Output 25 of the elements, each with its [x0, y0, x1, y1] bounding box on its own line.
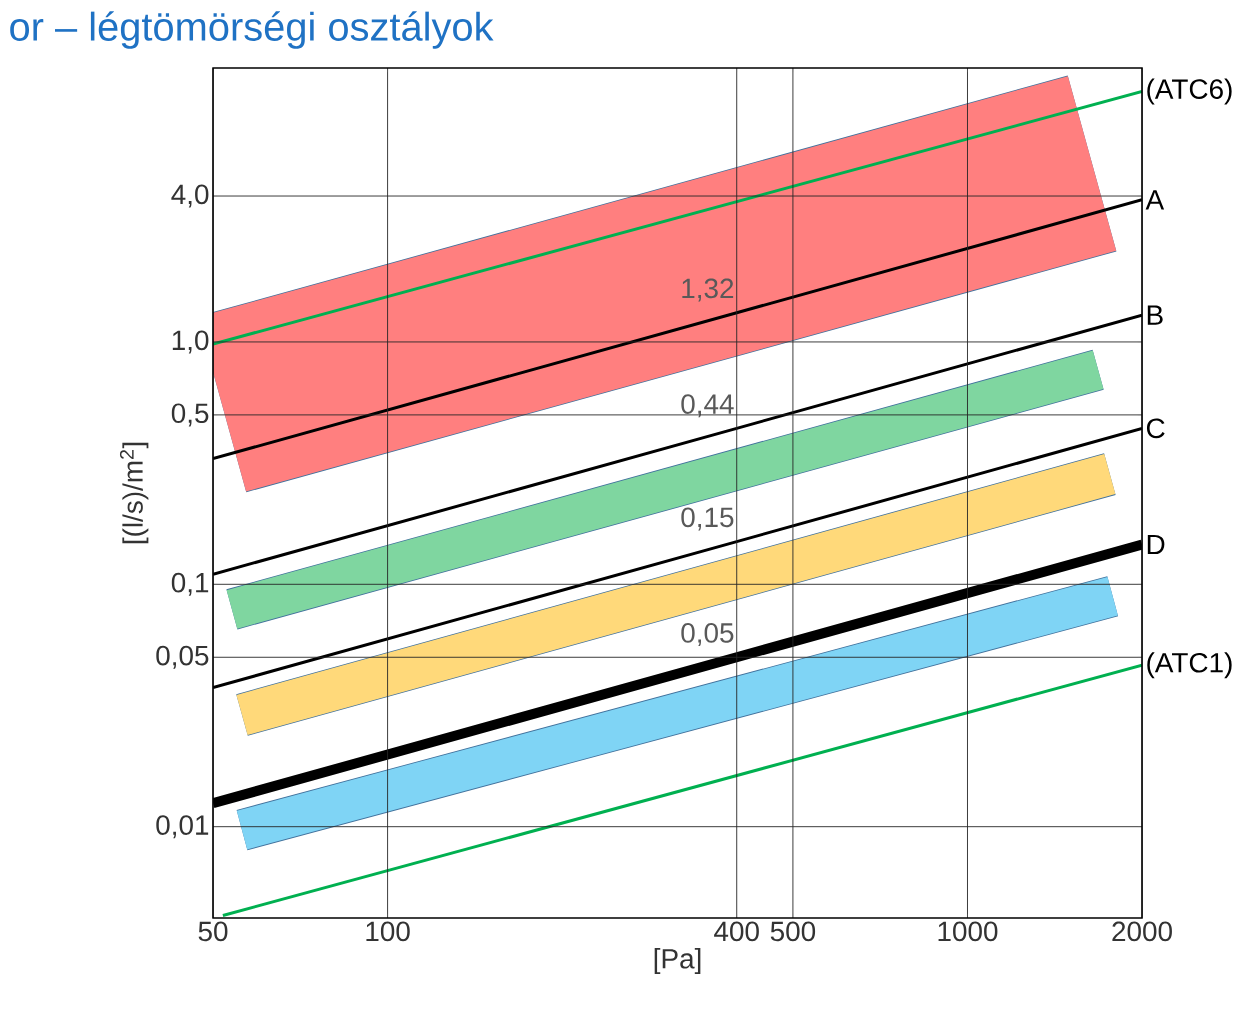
data-label: 0,05 — [681, 623, 734, 647]
y-tick-label: 1,0 — [172, 330, 209, 354]
series-label: A — [1145, 190, 1165, 210]
x-axis-title: [Pa] — [654, 948, 701, 975]
series-label: (ATC1) — [1147, 652, 1232, 679]
x-tick-label: 1000 — [938, 921, 998, 942]
y-tick-label: 4,0 — [171, 184, 209, 208]
series-label: B — [1147, 305, 1163, 325]
x-tick-label: 100 — [366, 921, 410, 942]
data-label: 1,32 — [682, 278, 734, 302]
series-label: D — [1147, 534, 1165, 555]
data-label: 0,15 — [681, 507, 734, 531]
x-tick-label: 400 — [714, 921, 759, 942]
series-label: (ATC6) — [1147, 78, 1232, 105]
chart-title: or – légtömörségi osztályok — [10, 11, 494, 49]
series-label: C — [1146, 418, 1165, 439]
x-tick-label: 2000 — [1112, 921, 1172, 942]
y-axis-title: [(l/s)/m$^{2}$] — [119, 442, 149, 544]
y-tick-label: 0,5 — [171, 403, 209, 427]
x-tick-label: 500 — [770, 921, 816, 942]
y-tick-label: 0,1 — [171, 572, 209, 596]
x-tick-label: 50 — [198, 921, 228, 942]
y-tick-label: 0,01 — [156, 815, 209, 839]
y-tick-label: 0,05 — [156, 645, 209, 669]
data-label: 0,44 — [681, 394, 734, 418]
